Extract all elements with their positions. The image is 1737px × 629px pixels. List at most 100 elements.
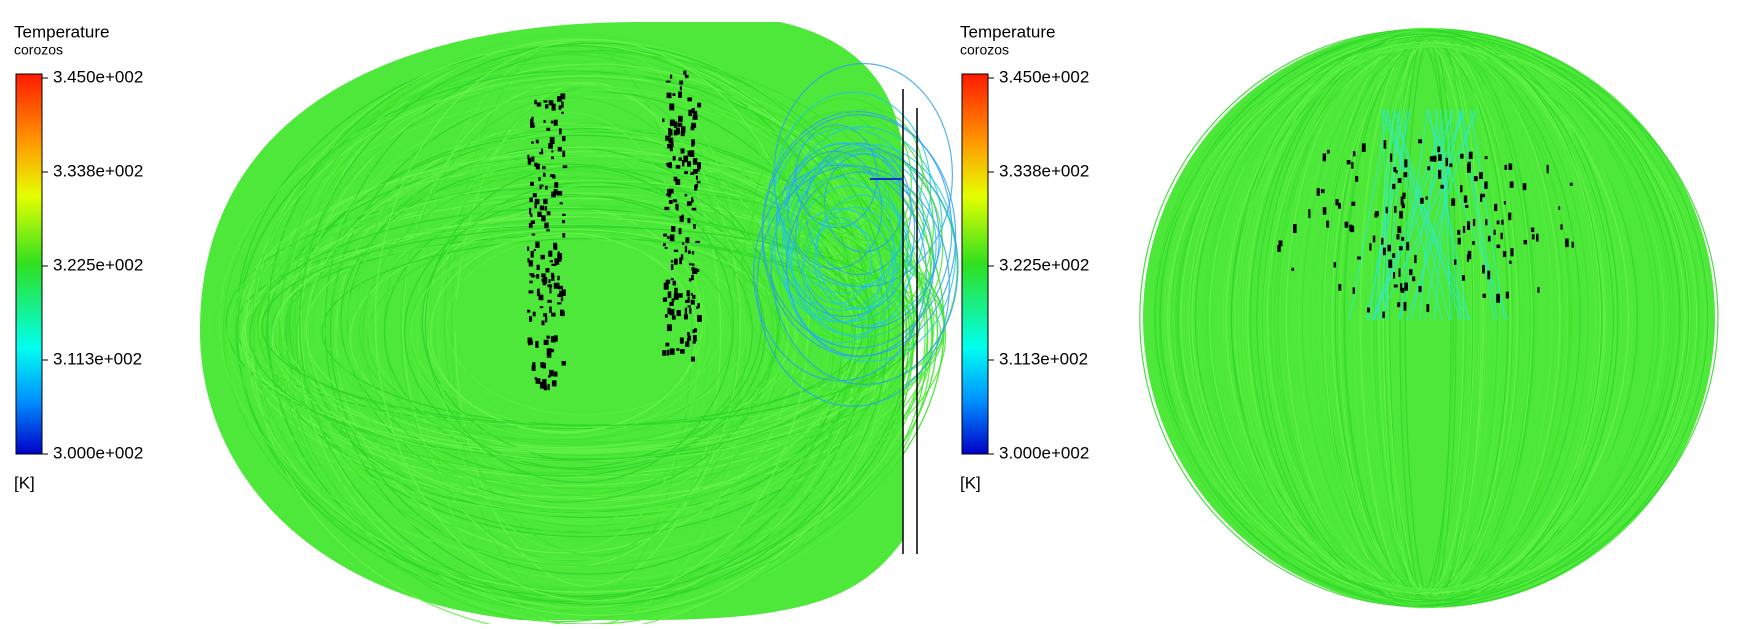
particle xyxy=(1401,236,1405,241)
streamline xyxy=(1373,109,1395,321)
particle xyxy=(1569,182,1573,186)
streamline xyxy=(1230,33,1614,603)
particle xyxy=(665,342,670,347)
streamline xyxy=(761,114,957,358)
particle xyxy=(1393,284,1398,288)
particle xyxy=(1496,293,1501,303)
particle xyxy=(1409,269,1413,276)
particle xyxy=(1387,244,1392,252)
particle xyxy=(1472,241,1475,245)
particle xyxy=(1485,219,1488,226)
streamline xyxy=(801,201,902,326)
particle xyxy=(673,258,678,265)
particle xyxy=(1465,204,1469,208)
streamline xyxy=(383,193,753,469)
particle xyxy=(558,128,562,135)
particle xyxy=(551,263,557,267)
particle xyxy=(692,158,698,165)
particle xyxy=(1462,225,1466,234)
particle xyxy=(1346,160,1351,165)
particle xyxy=(1487,235,1491,242)
particle xyxy=(669,301,674,306)
particle xyxy=(672,199,678,203)
particle xyxy=(685,299,690,303)
particle xyxy=(1531,234,1535,240)
particle xyxy=(545,267,550,273)
particle xyxy=(1429,156,1434,162)
particle xyxy=(557,190,563,196)
particle xyxy=(528,316,533,322)
particle xyxy=(548,278,551,284)
particle xyxy=(1510,248,1514,257)
particle xyxy=(690,293,693,296)
particle xyxy=(666,164,669,168)
particle xyxy=(1404,159,1408,168)
particle xyxy=(663,233,668,237)
particle xyxy=(680,254,684,260)
streamline xyxy=(1246,27,1602,609)
particle xyxy=(1481,193,1486,198)
streamline xyxy=(240,124,908,541)
particle xyxy=(1385,206,1388,214)
particle xyxy=(1392,253,1396,258)
particle xyxy=(547,284,553,288)
particle xyxy=(539,205,545,211)
particle xyxy=(667,143,672,149)
particle xyxy=(1402,192,1406,197)
particle xyxy=(549,286,552,294)
particle xyxy=(1389,153,1393,162)
particle xyxy=(697,167,700,172)
particle xyxy=(549,260,554,263)
tick-label: 3.338e+002 xyxy=(999,161,1089,180)
particle xyxy=(1505,291,1509,299)
particle xyxy=(543,198,548,205)
particle xyxy=(546,127,551,131)
streamline xyxy=(796,167,933,338)
particle xyxy=(546,353,552,358)
particle xyxy=(668,162,672,169)
particle xyxy=(683,314,688,320)
streamline xyxy=(1434,109,1453,321)
particle xyxy=(1399,210,1403,219)
particle xyxy=(669,146,673,152)
particle xyxy=(694,328,698,333)
particle xyxy=(558,105,562,110)
particle xyxy=(560,297,564,302)
particle xyxy=(537,211,542,217)
particle xyxy=(561,111,564,114)
streamline xyxy=(1301,35,1571,601)
streamline xyxy=(409,235,711,439)
particle xyxy=(562,150,566,158)
particle xyxy=(695,240,701,243)
streamline xyxy=(1156,46,1706,590)
particle xyxy=(1432,155,1437,162)
particle xyxy=(529,273,535,276)
streamline xyxy=(1348,109,1390,321)
particle xyxy=(534,376,537,381)
streamline xyxy=(305,146,858,509)
particle xyxy=(1454,259,1457,265)
particle xyxy=(553,371,558,377)
particle xyxy=(1438,154,1442,161)
particle xyxy=(1381,237,1384,245)
particle xyxy=(686,337,689,345)
particle xyxy=(553,242,558,249)
particle xyxy=(555,282,560,289)
streamline xyxy=(1211,43,1640,593)
tick-label: 3.450e+002 xyxy=(53,67,143,86)
streamline xyxy=(1406,109,1476,321)
particle xyxy=(558,285,563,290)
particle xyxy=(1461,275,1465,281)
streamline xyxy=(813,206,897,310)
streamline xyxy=(1168,43,1698,593)
particle xyxy=(667,291,672,299)
particle xyxy=(676,310,681,317)
legend: Temperature corozos [K] 3.450e+002 3.338e… xyxy=(960,22,1089,492)
streamline xyxy=(402,82,741,568)
particle xyxy=(547,383,550,391)
streamline xyxy=(340,163,781,477)
particle xyxy=(1369,243,1372,251)
particle xyxy=(1479,171,1483,180)
particle xyxy=(1344,221,1349,228)
streamline xyxy=(1440,109,1452,321)
